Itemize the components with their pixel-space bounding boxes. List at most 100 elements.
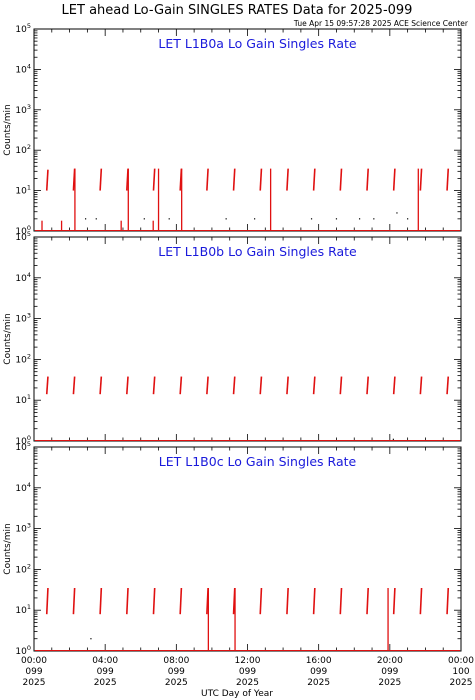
x-tick-time: 12:00 xyxy=(235,656,261,666)
y-tick-base: 10 xyxy=(15,437,27,447)
rate-spike xyxy=(259,168,263,191)
y-tick-exponent: 5 xyxy=(27,440,31,448)
panel-title: LET L1B0c Lo Gain Singles Rate xyxy=(159,454,357,469)
data-point xyxy=(335,218,338,220)
y-tick-label: 105 xyxy=(15,22,31,35)
y-tick-base: 10 xyxy=(15,606,27,616)
rate-spike xyxy=(286,168,289,191)
rate-spike xyxy=(72,587,76,615)
rate-spike xyxy=(312,168,316,191)
rate-spike xyxy=(45,169,49,191)
y-tick-label: 105 xyxy=(15,440,31,453)
y-axis-title: Counts/min xyxy=(3,104,13,155)
x-tick-year: 2025 xyxy=(165,678,188,688)
rate-spike xyxy=(152,376,156,395)
y-tick-base: 10 xyxy=(15,647,27,657)
rate-spike xyxy=(99,168,103,191)
x-tick-doy: 099 xyxy=(239,667,256,677)
data-point xyxy=(396,212,398,214)
y-tick-base: 10 xyxy=(15,484,27,494)
rate-spike xyxy=(339,168,343,191)
y-tick-label: 103 xyxy=(15,312,31,325)
rate-spike xyxy=(446,376,450,395)
y-tick-label: 101 xyxy=(15,184,31,197)
y-tick-label: 102 xyxy=(15,352,31,365)
y-tick-base: 10 xyxy=(15,565,27,575)
x-tick-year: 2025 xyxy=(94,678,117,688)
rate-spike xyxy=(366,168,369,191)
y-tick-label: 100 xyxy=(15,434,31,447)
y-tick-exponent: 4 xyxy=(27,271,31,279)
rate-spike xyxy=(286,376,289,395)
rate-spike xyxy=(126,587,129,615)
x-tick-year: 2025 xyxy=(236,678,259,688)
rate-spike xyxy=(286,587,289,615)
y-tick-base: 10 xyxy=(15,146,27,156)
x-tick-year: 2025 xyxy=(307,678,330,688)
y-tick-base: 10 xyxy=(15,396,27,406)
rate-spike xyxy=(206,376,209,395)
y-tick-exponent: 2 xyxy=(27,143,31,151)
rate-spike xyxy=(72,376,76,395)
y-tick-exponent: 1 xyxy=(27,184,31,192)
rate-spike xyxy=(99,376,103,395)
rate-spike xyxy=(392,376,396,395)
x-tick-year: 2025 xyxy=(23,678,46,688)
y-tick-label: 101 xyxy=(15,393,31,406)
y-tick-base: 10 xyxy=(15,274,27,284)
rate-spike xyxy=(339,376,343,395)
y-tick-label: 100 xyxy=(15,644,31,657)
y-tick-label: 104 xyxy=(15,271,31,284)
data-point xyxy=(310,218,313,220)
y-tick-exponent: 2 xyxy=(27,352,31,360)
y-tick-base: 10 xyxy=(15,106,27,116)
rate-spike xyxy=(179,587,183,615)
rate-spike xyxy=(99,587,103,615)
rate-spike xyxy=(206,168,209,191)
timestamp: Tue Apr 15 09:57:28 2025 ACE Science Cen… xyxy=(293,19,469,28)
x-tick-year: 2025 xyxy=(378,678,401,688)
y-tick-label: 101 xyxy=(15,603,31,616)
x-tick-time: 00:00 xyxy=(448,656,474,666)
data-point xyxy=(407,218,409,220)
rate-spike xyxy=(259,587,263,615)
data-point xyxy=(84,218,87,220)
y-tick-exponent: 4 xyxy=(27,481,31,489)
rate-spike xyxy=(152,587,156,615)
figure-title: LET ahead Lo-Gain SINGLES RATES Data for… xyxy=(62,3,413,18)
rate-spike xyxy=(339,587,343,615)
x-tick-doy: 100 xyxy=(452,667,469,677)
y-tick-base: 10 xyxy=(15,187,27,197)
x-tick-doy: 099 xyxy=(381,667,398,677)
y-tick-exponent: 3 xyxy=(27,312,31,320)
rate-spike xyxy=(366,587,369,615)
x-tick-time: 08:00 xyxy=(163,656,189,666)
rate-spike xyxy=(446,168,450,191)
rate-spike xyxy=(419,587,423,615)
y-tick-base: 10 xyxy=(15,525,27,535)
y-tick-exponent: 0 xyxy=(27,224,31,232)
rate-spike xyxy=(179,376,183,395)
x-tick-doy: 099 xyxy=(97,667,114,677)
x-tick-year: 2025 xyxy=(450,678,473,688)
y-tick-exponent: 3 xyxy=(27,522,31,530)
y-tick-label: 105 xyxy=(15,230,31,243)
y-axis-title: Counts/min xyxy=(3,523,13,574)
y-tick-label: 102 xyxy=(15,143,31,156)
x-axis-labels: 00:00099202504:00099202508:00099202512:0… xyxy=(21,656,474,688)
y-tick-label: 103 xyxy=(15,522,31,535)
y-tick-exponent: 0 xyxy=(27,434,31,442)
y-tick-label: 103 xyxy=(15,103,31,116)
y-tick-base: 10 xyxy=(15,227,27,237)
rate-spike xyxy=(446,587,450,615)
x-tick-time: 16:00 xyxy=(306,656,332,666)
data-point xyxy=(373,218,375,220)
y-tick-exponent: 2 xyxy=(27,562,31,570)
y-tick-exponent: 0 xyxy=(27,644,31,652)
data-point xyxy=(95,218,97,220)
rate-spike xyxy=(366,376,369,395)
rate-spike xyxy=(312,587,316,615)
rate-spike xyxy=(126,376,129,395)
data-point xyxy=(225,218,227,220)
